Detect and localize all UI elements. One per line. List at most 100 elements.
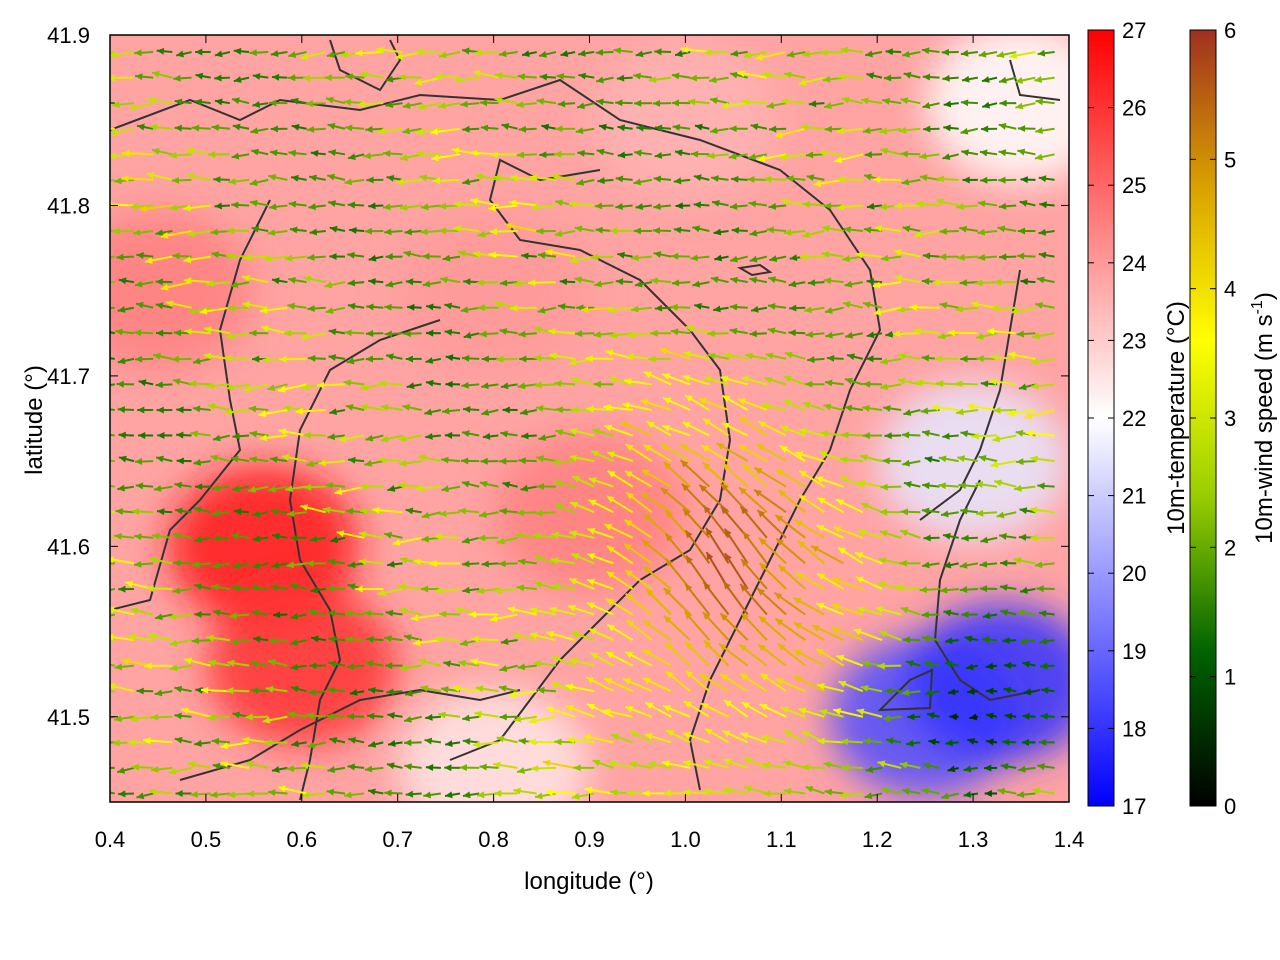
wind-arrow (684, 669, 711, 692)
wind-arrow (757, 153, 787, 162)
wind-arrow (386, 174, 403, 182)
wind-arrow (605, 651, 634, 667)
wind-arrow (610, 733, 633, 744)
wind-arrow (684, 641, 711, 667)
wind-arrow (116, 253, 135, 261)
wind-arrow (857, 479, 883, 488)
wind-arrow (554, 230, 576, 238)
wind-arrow (844, 404, 863, 412)
wind-arrow (462, 178, 480, 186)
wind-arrow (387, 560, 403, 568)
wind-arrow (492, 761, 518, 769)
wind-arrow (316, 381, 345, 389)
wind-arrow (286, 561, 307, 569)
wind-arrow (529, 174, 557, 182)
wind-arrow (879, 530, 902, 539)
wind-arrow (407, 303, 422, 311)
wind-arrow (462, 737, 480, 745)
wind-arrow (568, 427, 595, 437)
wind-arrow (1030, 534, 1055, 542)
wind-arrow (903, 409, 921, 416)
wind-arrow (945, 739, 959, 747)
wind-arrow (859, 454, 883, 463)
wind-arrow (329, 225, 346, 233)
wind-arrow (682, 508, 711, 539)
wind-arrow (195, 48, 211, 56)
wind-arrow (193, 459, 211, 466)
wind-arrow (269, 99, 288, 107)
wind-arrow (652, 227, 672, 235)
wind-arrow (134, 280, 154, 288)
wind-arrow (212, 609, 231, 617)
wind-arrow (249, 329, 269, 337)
wind-arrow (729, 125, 748, 133)
x-tick-label: 1.1 (766, 827, 797, 852)
wind-arrow (866, 202, 883, 210)
wind-arrow (149, 556, 173, 565)
wind-arrow (709, 97, 729, 105)
wind-arrow (653, 203, 672, 210)
wind-arrow (683, 700, 710, 718)
wind-arrow (1000, 559, 1017, 567)
wind-arrow (924, 456, 940, 463)
wind-arrow (475, 685, 499, 693)
wind-arrow (146, 171, 173, 181)
wind-arrow (823, 202, 844, 210)
wind-arrow (551, 655, 576, 667)
wind-arrow (966, 403, 998, 411)
wind-arrow (458, 659, 480, 667)
wind-arrow (358, 558, 384, 566)
wind-arrow (135, 73, 154, 81)
wind-arrow (537, 251, 557, 259)
wind-arrow (327, 558, 346, 566)
colorbar-tick-label: 22 (1122, 406, 1146, 431)
wind-arrow (474, 49, 499, 57)
wind-arrow (368, 740, 384, 748)
wind-arrow (823, 277, 844, 285)
wind-arrow (800, 123, 825, 131)
wind-arrow (900, 508, 921, 516)
wind-arrow (110, 663, 115, 667)
wind-arrow (571, 475, 595, 488)
wind-arrow (900, 97, 921, 105)
wind-arrow (457, 250, 480, 258)
wind-arrow (478, 511, 499, 518)
wind-arrow (670, 328, 691, 336)
wind-arrow (368, 686, 384, 694)
wind-arrow (861, 404, 883, 412)
wind-arrow (414, 76, 442, 86)
wind-arrow (788, 329, 806, 337)
wind-arrow (762, 761, 787, 769)
wind-arrow (431, 153, 461, 162)
wind-arrow (915, 200, 940, 208)
wind-arrow (307, 253, 326, 261)
wind-arrow (512, 632, 538, 642)
wind-arrow (271, 532, 288, 540)
wind-arrow (832, 526, 864, 539)
wind-arrow (591, 253, 614, 261)
wind-arrow (856, 606, 883, 616)
wind-arrow (195, 72, 211, 80)
wind-arrow (377, 127, 403, 135)
wind-arrow (1017, 227, 1036, 235)
wind-arrow (777, 642, 806, 667)
wind-arrow (429, 560, 461, 568)
wind-arrow (188, 306, 211, 315)
wind-arrow (623, 542, 653, 565)
wind-arrow (519, 355, 537, 363)
wind-arrow (232, 711, 250, 719)
wind-arrow (923, 534, 940, 542)
wind-arrow (157, 431, 173, 439)
wind-arrow (629, 730, 653, 744)
wind-arrow (622, 677, 653, 693)
wind-arrow (405, 790, 422, 798)
wind-arrow (824, 788, 844, 796)
wind-arrow (831, 626, 864, 642)
wind-arrow (980, 176, 998, 184)
wind-arrow (921, 507, 940, 515)
wind-arrow (309, 228, 326, 236)
wind-arrow (930, 404, 959, 411)
wind-arrow (155, 278, 173, 286)
wind-arrow (567, 604, 595, 616)
wind-arrow (214, 50, 231, 58)
